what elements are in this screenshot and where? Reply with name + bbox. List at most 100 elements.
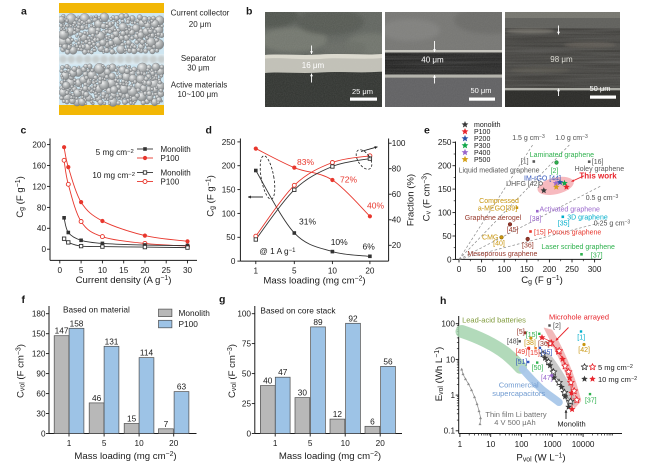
svg-text:30: 30 xyxy=(183,266,193,275)
svg-text:e: e xyxy=(424,125,430,137)
svg-text:20: 20 xyxy=(169,439,179,448)
svg-text:1: 1 xyxy=(458,440,463,449)
svg-text:5: 5 xyxy=(308,439,313,448)
svg-text:Monolith: Monolith xyxy=(161,168,191,177)
svg-text:P100: P100 xyxy=(474,129,490,136)
svg-text:monolith: monolith xyxy=(474,122,501,129)
svg-text:Based on material: Based on material xyxy=(63,305,130,315)
svg-text:[1]: [1] xyxy=(521,158,529,165)
svg-text:200: 200 xyxy=(438,162,452,171)
svg-text:100: 100 xyxy=(222,209,236,218)
svg-text:0: 0 xyxy=(58,266,63,275)
svg-text:15: 15 xyxy=(119,266,129,275)
svg-text:5: 5 xyxy=(102,439,107,448)
svg-text:Activated graphene: Activated graphene xyxy=(540,207,600,214)
svg-text:[2]: [2] xyxy=(551,168,559,175)
svg-text:100: 100 xyxy=(237,310,251,319)
svg-text:89: 89 xyxy=(313,317,323,327)
svg-text:5 mg cm−2: 5 mg cm−2 xyxy=(598,363,633,372)
svg-text:Thin film Li battery: Thin film Li battery xyxy=(485,410,547,419)
svg-text:[45]: [45] xyxy=(541,349,553,356)
svg-text:[48]: [48] xyxy=(507,339,519,346)
svg-text:5 mg cm−2: 5 mg cm−2 xyxy=(96,148,134,157)
svg-text:[42]: [42] xyxy=(578,347,590,354)
svg-text:[15] Porous graphene: [15] Porous graphene xyxy=(534,230,601,237)
svg-text:UHFG [42]: UHFG [42] xyxy=(506,181,540,188)
svg-text:250: 250 xyxy=(222,138,236,147)
svg-text:20: 20 xyxy=(392,241,402,250)
svg-text:[49]: [49] xyxy=(515,349,527,356)
svg-text:10 mg cm−2: 10 mg cm−2 xyxy=(598,375,637,384)
svg-text:b: b xyxy=(246,6,252,18)
svg-text:30: 30 xyxy=(298,388,308,398)
svg-text:P200: P200 xyxy=(474,136,490,143)
svg-text:75: 75 xyxy=(242,340,252,349)
svg-text:80: 80 xyxy=(37,203,47,212)
svg-text:10%: 10% xyxy=(331,237,348,247)
svg-text:15: 15 xyxy=(127,414,137,424)
svg-text:[1]: [1] xyxy=(577,334,585,341)
svg-text:supercapacitors: supercapacitors xyxy=(492,389,545,398)
svg-text:1000: 1000 xyxy=(543,440,562,449)
svg-text:114: 114 xyxy=(140,348,154,358)
svg-text:40%: 40% xyxy=(367,200,384,210)
svg-text:d: d xyxy=(206,125,212,137)
svg-text:g: g xyxy=(219,294,225,306)
svg-text:[15]: [15] xyxy=(528,350,540,357)
svg-text:10: 10 xyxy=(98,266,108,275)
svg-text:0: 0 xyxy=(41,429,46,438)
svg-text:Monolith: Monolith xyxy=(161,145,191,154)
svg-text:90: 90 xyxy=(36,370,46,379)
svg-text:Monolith: Monolith xyxy=(557,419,585,428)
svg-text:50: 50 xyxy=(477,265,487,274)
svg-text:Cv (F cm−3): Cv (F cm−3) xyxy=(422,173,433,222)
svg-text:Cg (F g−1): Cg (F g−1) xyxy=(206,175,217,217)
svg-text:0: 0 xyxy=(447,255,452,264)
svg-text:Current density (A g−1): Current density (A g−1) xyxy=(76,275,172,286)
svg-text:25: 25 xyxy=(162,266,172,275)
svg-text:83%: 83% xyxy=(297,157,314,167)
svg-text:10: 10 xyxy=(486,440,496,449)
svg-text:Separator: Separator xyxy=(181,54,216,63)
svg-text:[16]: [16] xyxy=(592,159,604,166)
svg-text:CMG: CMG xyxy=(482,235,498,242)
svg-text:40: 40 xyxy=(392,216,402,225)
svg-text:a: a xyxy=(21,5,27,17)
svg-text:50 μm: 50 μm xyxy=(590,84,611,93)
svg-text:IM-rGO [44]: IM-rGO [44] xyxy=(524,176,561,183)
svg-text:Liquid mediated graphene: Liquid mediated graphene xyxy=(459,168,540,175)
svg-text:46: 46 xyxy=(92,393,102,403)
svg-text:This work: This work xyxy=(579,171,617,180)
svg-text:[45]: [45] xyxy=(507,227,519,234)
svg-text:300: 300 xyxy=(588,265,602,274)
svg-text:131: 131 xyxy=(105,336,119,346)
svg-text:Mass loading (mg cm−2): Mass loading (mg cm−2) xyxy=(74,451,176,462)
svg-text:0: 0 xyxy=(41,245,46,254)
svg-text:[35]: [35] xyxy=(558,221,570,228)
svg-text:0.25 g cm−3: 0.25 g cm−3 xyxy=(594,219,631,227)
svg-text:Laminated graphene: Laminated graphene xyxy=(530,152,594,159)
svg-text:63: 63 xyxy=(177,382,187,392)
svg-text:10: 10 xyxy=(446,355,456,364)
svg-text:100: 100 xyxy=(441,320,455,329)
svg-text:47: 47 xyxy=(278,367,288,377)
svg-text:[2]: [2] xyxy=(553,323,561,330)
svg-text:Compressed: Compressed xyxy=(479,198,519,205)
svg-text:20: 20 xyxy=(376,439,386,448)
svg-text:[36]: [36] xyxy=(522,243,534,250)
svg-text:4 V 500 μAh: 4 V 500 μAh xyxy=(494,418,535,427)
svg-text:6%: 6% xyxy=(363,241,376,251)
svg-text:Cg (F g−1): Cg (F g−1) xyxy=(521,275,563,286)
svg-text:[38]: [38] xyxy=(524,340,536,347)
svg-text:25 μm: 25 μm xyxy=(352,87,373,96)
svg-text:56: 56 xyxy=(383,356,393,366)
svg-text:[51]: [51] xyxy=(516,359,528,366)
svg-text:40 μm: 40 μm xyxy=(421,56,444,65)
svg-text:250: 250 xyxy=(565,265,579,274)
svg-text:P500: P500 xyxy=(474,157,490,164)
svg-text:10: 10 xyxy=(135,439,145,448)
svg-text:P300: P300 xyxy=(474,143,490,150)
svg-text:0.5 g cm−3: 0.5 g cm−3 xyxy=(586,194,619,202)
svg-text:180: 180 xyxy=(32,310,46,319)
svg-text:Cvol (F cm−3): Cvol (F cm−3) xyxy=(16,344,27,398)
